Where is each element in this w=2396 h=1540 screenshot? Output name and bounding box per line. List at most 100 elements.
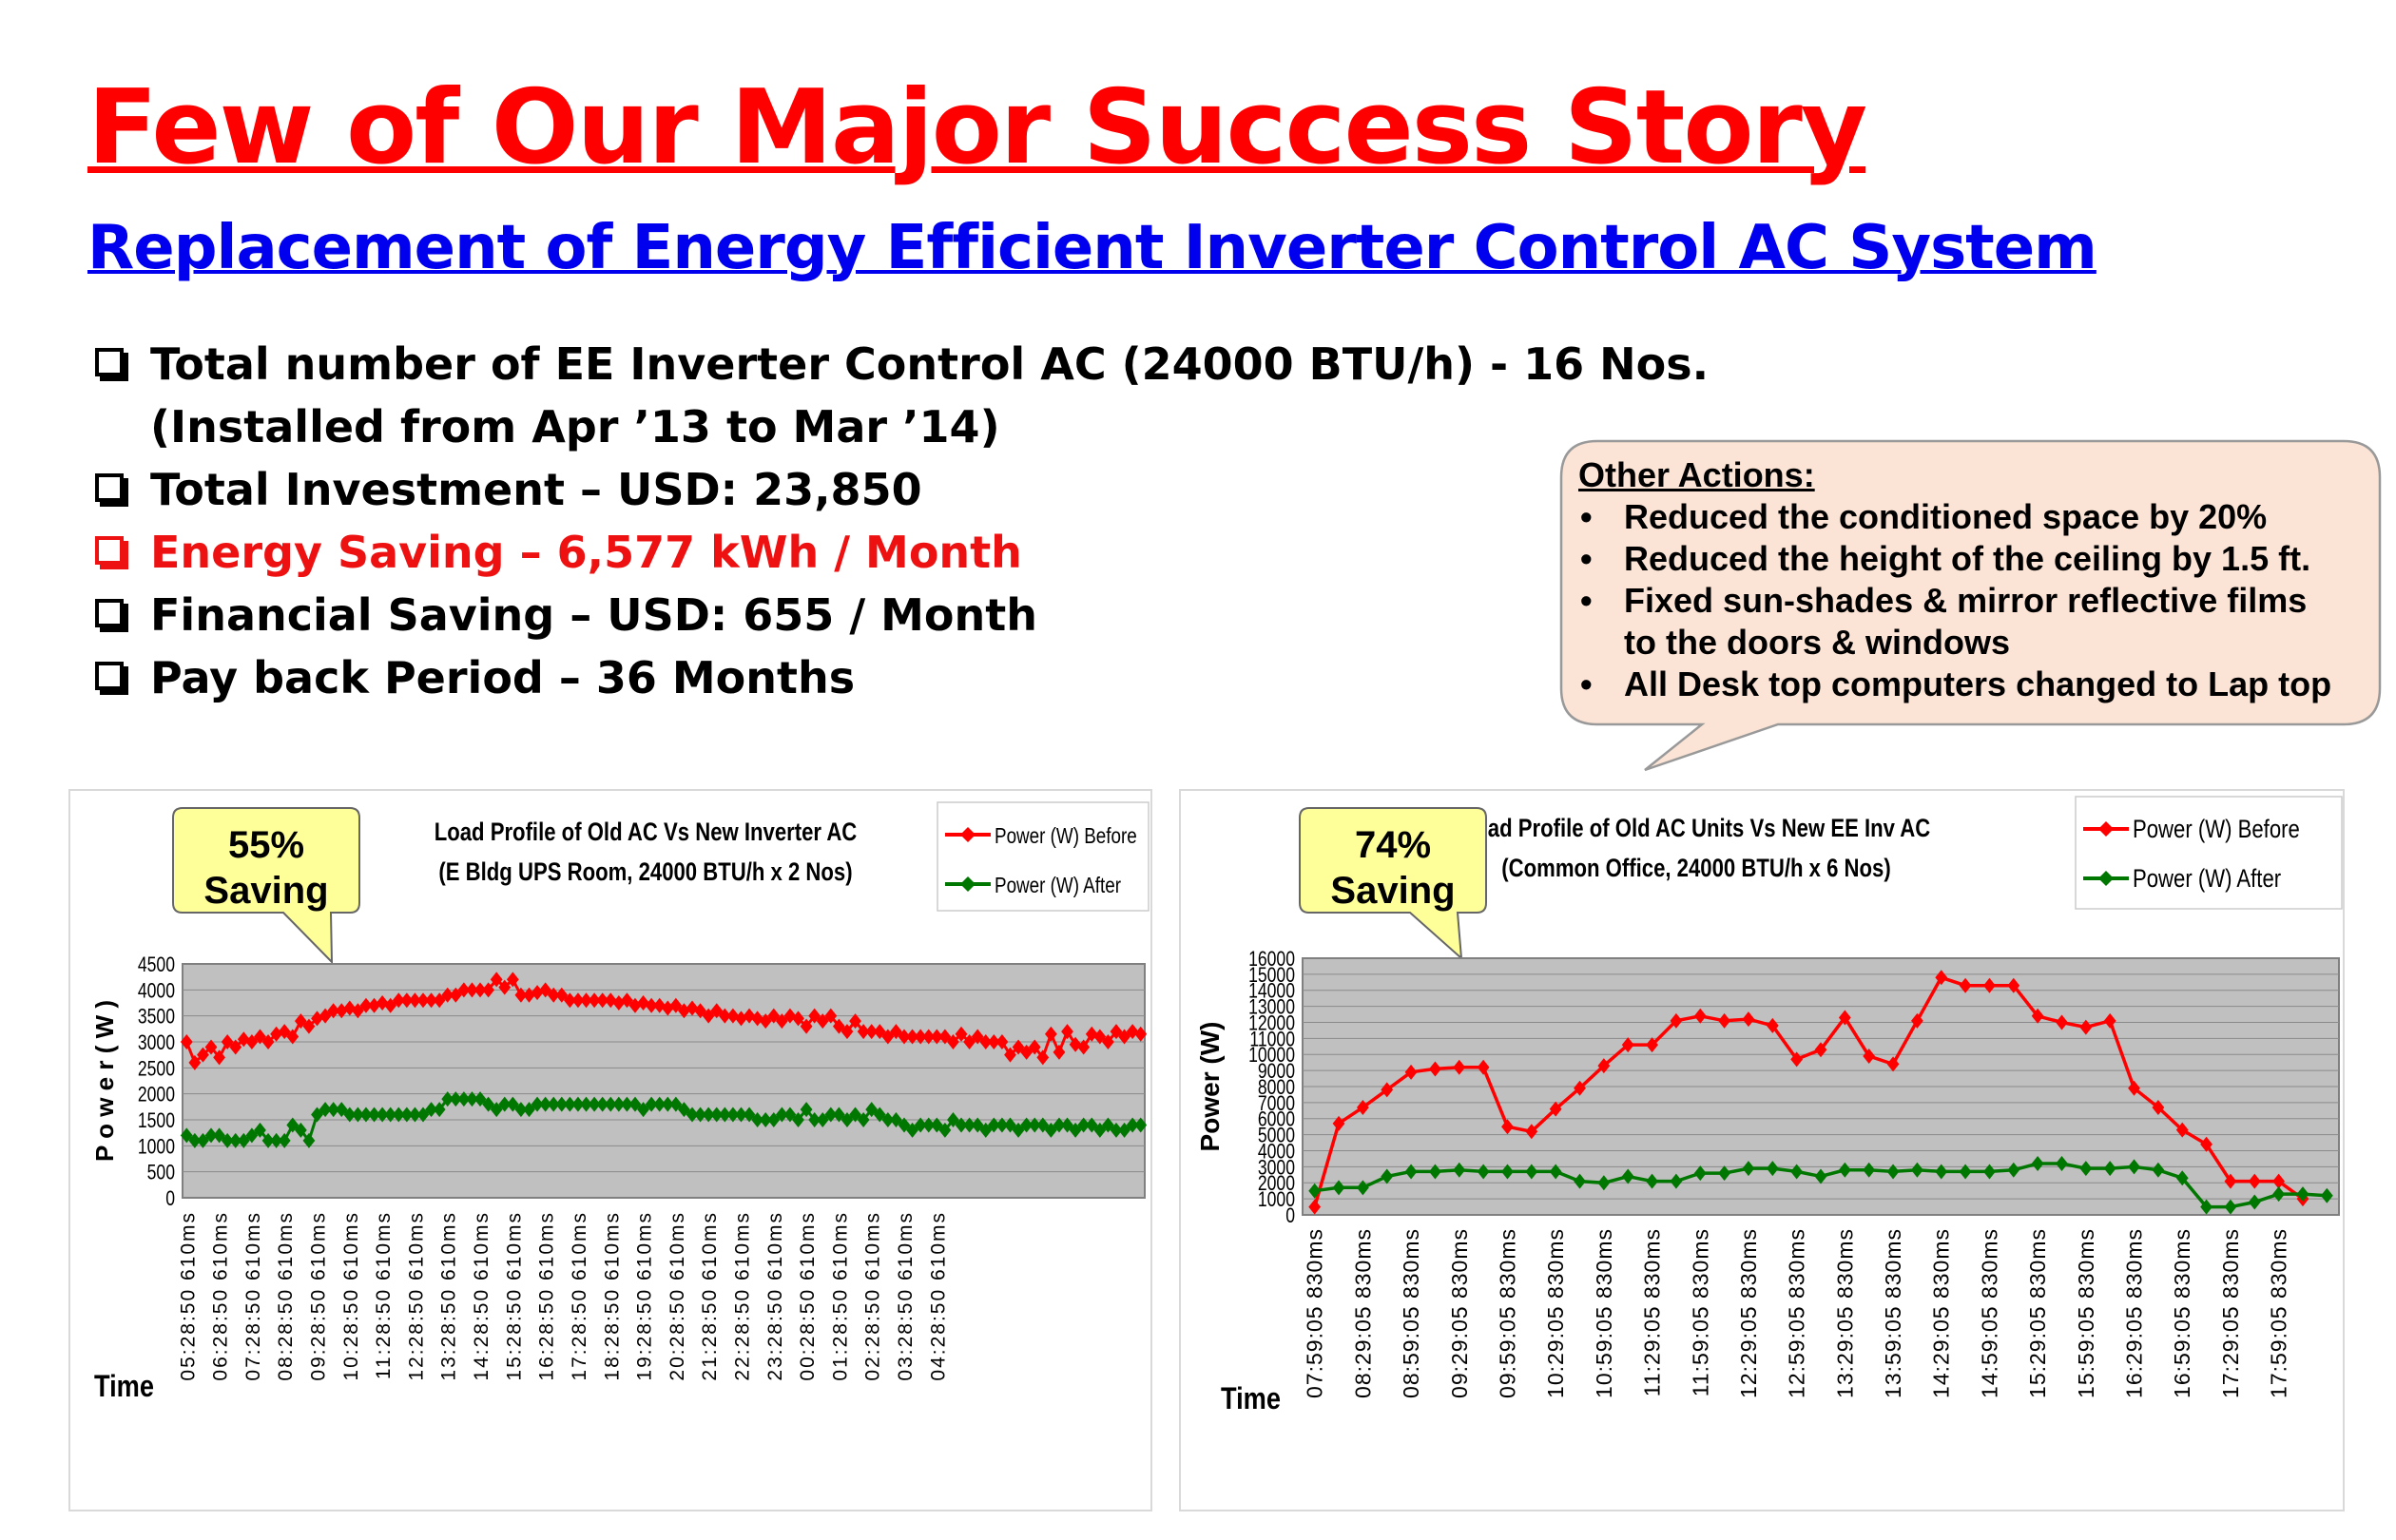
bullet-payback-period: Pay back Period – 36 Months — [95, 646, 1709, 709]
data-point — [335, 1003, 348, 1019]
data-point — [392, 1107, 405, 1123]
data-point — [400, 992, 414, 1009]
data-point — [1126, 1117, 1139, 1133]
data-point — [359, 997, 373, 1013]
summary-bullets: Total number of EE Inverter Control AC (… — [95, 333, 1709, 709]
data-point — [351, 1107, 364, 1123]
x-tick-label: 06:28:50 610ms — [210, 1211, 232, 1381]
x-tick-label: 12:59:05 830ms — [1785, 1228, 1809, 1398]
data-point — [188, 1132, 202, 1148]
data-point — [2079, 1019, 2093, 1035]
bullet-financial-saving: Financial Saving – USD: 655 / Month — [95, 584, 1709, 646]
y-tick-label: 9000 — [1258, 1060, 1295, 1083]
data-point — [1356, 1099, 1369, 1115]
data-point — [514, 987, 528, 1003]
data-point — [457, 1091, 471, 1107]
data-point — [1983, 1164, 1996, 1180]
data-point — [808, 1008, 821, 1024]
data-point — [751, 1112, 764, 1127]
data-point — [979, 1034, 993, 1049]
data-point — [1044, 1026, 1057, 1042]
plot-area — [182, 963, 1146, 1199]
data-point — [930, 1117, 943, 1133]
data-point — [319, 1102, 332, 1118]
data-point — [368, 1107, 380, 1123]
x-tick-label: 11:59:05 830ms — [1688, 1228, 1712, 1396]
x-tick-label: 11:29:05 830ms — [1640, 1228, 1665, 1396]
chart-panel-common-office: Load Profile of Old AC Units Vs New EE I… — [1179, 789, 2345, 1511]
data-point — [221, 1132, 234, 1148]
data-point — [416, 992, 430, 1009]
x-tick-label: 16:29:05 830ms — [2122, 1228, 2147, 1398]
data-point — [800, 1102, 813, 1118]
saving-percent: 74% — [1355, 824, 1431, 866]
data-point — [653, 1096, 667, 1112]
data-point — [678, 1102, 690, 1118]
data-point — [571, 1096, 585, 1112]
x-tick-label: 04:28:50 610ms — [927, 1211, 949, 1381]
data-point — [490, 1102, 503, 1118]
data-point — [1935, 970, 1948, 986]
data-point — [865, 1024, 879, 1040]
data-point — [1959, 977, 1972, 993]
data-point — [2152, 1099, 2165, 1115]
data-point — [213, 1127, 225, 1144]
legend-box — [2075, 796, 2343, 910]
data-point — [2200, 1136, 2212, 1152]
data-point — [906, 1029, 918, 1045]
data-point — [775, 1107, 788, 1123]
data-point — [1670, 1173, 1683, 1189]
list-item: All Desk top computers changed to Lap to… — [1578, 664, 2331, 705]
data-point — [767, 1008, 781, 1024]
x-tick-label: 12:28:50 610ms — [405, 1211, 427, 1381]
data-point — [294, 1122, 307, 1138]
data-point — [237, 1132, 250, 1148]
data-point — [898, 1029, 911, 1045]
data-point — [441, 1091, 454, 1107]
x-tick-label: 02:28:50 610ms — [862, 1211, 884, 1381]
data-point — [466, 982, 478, 998]
data-point — [2175, 1122, 2189, 1138]
data-point — [2320, 1187, 2333, 1203]
data-point — [947, 1034, 959, 1049]
x-axis-label: Time — [94, 1370, 154, 1404]
data-point — [490, 972, 503, 988]
x-tick-label: 07:59:05 830ms — [1303, 1228, 1327, 1398]
checkbox-bullet-icon — [95, 473, 124, 502]
data-point — [2224, 1173, 2237, 1189]
data-point — [947, 1112, 959, 1127]
data-point — [849, 1107, 861, 1123]
data-point — [286, 1117, 300, 1133]
data-point — [710, 1003, 724, 1019]
bullet-text: Financial Saving – USD: 655 / Month — [150, 589, 1038, 641]
data-point — [995, 1034, 1009, 1049]
data-point — [1814, 1042, 1827, 1058]
data-point — [1061, 1024, 1073, 1040]
x-tick-label: 09:59:05 830ms — [1495, 1228, 1519, 1398]
x-tick-label: 23:28:50 610ms — [764, 1211, 786, 1381]
data-point — [1077, 1117, 1091, 1133]
data-point — [824, 1008, 838, 1024]
data-point — [302, 1132, 316, 1148]
data-point — [588, 1096, 601, 1112]
data-point — [229, 1132, 242, 1148]
y-tick-label: 7000 — [1258, 1092, 1295, 1115]
bullet-text: Pay back Period – 36 Months — [150, 652, 856, 703]
data-point — [612, 1096, 626, 1112]
data-point — [294, 1013, 307, 1030]
bullet-continuation: (Installed from Apr ’13 to Mar ’14) — [150, 401, 1000, 452]
x-tick-label: 20:28:50 610ms — [667, 1211, 688, 1381]
data-point — [580, 1096, 592, 1112]
data-point — [563, 1096, 576, 1112]
data-point — [555, 1096, 569, 1112]
data-point — [979, 1122, 993, 1138]
data-point — [955, 1026, 968, 1042]
legend-label-0: Power (W) Before — [995, 824, 1137, 848]
data-point — [1085, 1117, 1098, 1133]
data-point — [278, 1132, 291, 1148]
x-axis-label: Time — [1221, 1382, 1281, 1416]
y-axis-label: Power (W) — [1195, 1022, 1225, 1152]
legend-marker-0 — [960, 827, 976, 842]
data-point — [1020, 1044, 1034, 1060]
data-point — [580, 992, 592, 1009]
